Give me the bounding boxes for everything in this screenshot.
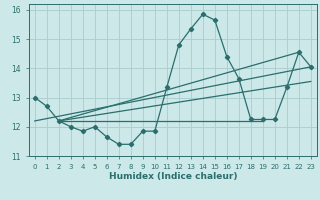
X-axis label: Humidex (Indice chaleur): Humidex (Indice chaleur) bbox=[108, 172, 237, 181]
